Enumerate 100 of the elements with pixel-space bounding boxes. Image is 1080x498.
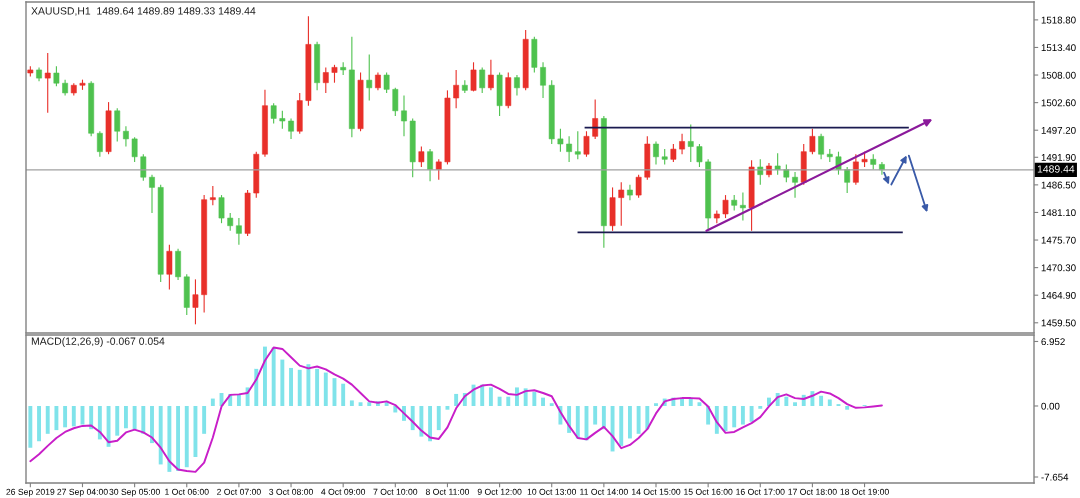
bar xyxy=(793,402,797,406)
bar xyxy=(654,403,658,406)
candlestick xyxy=(279,110,286,130)
candlestick xyxy=(192,278,199,325)
candlestick xyxy=(27,65,34,78)
candlestick xyxy=(470,61,477,92)
candlestick xyxy=(140,153,147,182)
bar xyxy=(532,392,537,406)
ref-line-label: 1489.44 xyxy=(1037,165,1075,173)
x-tick-label: 11 Oct 14:00 xyxy=(580,488,628,495)
candlestick xyxy=(713,209,720,224)
bar xyxy=(541,397,545,406)
y-tick-label: 1497.20 xyxy=(1041,126,1076,134)
bar xyxy=(419,405,424,437)
bar xyxy=(497,396,502,406)
x-tick-label: 1 Oct 06:00 xyxy=(165,488,209,495)
candlestick xyxy=(114,107,121,143)
bar xyxy=(150,405,154,444)
chart-title: XAUUSD,H1 1489.64 1489.89 1489.33 1489.44 xyxy=(31,7,256,16)
candlestick xyxy=(209,185,216,206)
chart-title: MACD(12,26,9) -0.067 0.054 xyxy=(31,337,165,347)
bar xyxy=(758,405,763,409)
bar xyxy=(506,396,511,406)
candlestick xyxy=(618,181,625,227)
candlestick xyxy=(757,158,764,186)
y-tick-label: 1491.90 xyxy=(1041,154,1076,161)
candlestick xyxy=(383,71,390,94)
bar xyxy=(280,359,285,406)
y-tick-label: 1486.50 xyxy=(1041,181,1076,189)
candlestick xyxy=(574,130,581,160)
bar xyxy=(636,405,641,434)
y-tick-label: 1502.60 xyxy=(1041,99,1076,107)
bar xyxy=(610,405,615,452)
bar xyxy=(732,405,737,428)
candlestick xyxy=(609,186,616,232)
candlestick xyxy=(392,87,399,117)
x-tick-label: 27 Sep 04:00 xyxy=(57,488,108,497)
bar xyxy=(132,405,137,430)
bar xyxy=(271,347,276,406)
x-tick-label: 10 Oct 13:00 xyxy=(527,488,577,495)
bar xyxy=(436,405,441,431)
candlestick xyxy=(722,194,729,219)
bar xyxy=(158,405,163,465)
x-tick-label: 30 Sep 05:00 xyxy=(109,488,160,497)
candlestick xyxy=(461,79,468,94)
bar xyxy=(488,387,493,406)
bar xyxy=(480,384,485,406)
candlestick xyxy=(444,89,451,165)
candlestick xyxy=(670,143,677,163)
candlestick xyxy=(357,71,364,132)
bar xyxy=(115,405,120,436)
candlestick xyxy=(244,189,251,237)
x-tick-label: 9 Oct 12:00 xyxy=(477,488,522,495)
bar xyxy=(71,405,76,427)
bar xyxy=(97,405,102,440)
bar xyxy=(289,367,293,406)
line-series xyxy=(29,346,883,473)
bar xyxy=(349,400,354,406)
candlestick xyxy=(635,174,642,199)
y-tick-label: 1513.40 xyxy=(1041,44,1076,52)
candlestick xyxy=(79,79,86,91)
candlestick xyxy=(418,146,425,168)
bar xyxy=(167,405,172,472)
y-tick-label: 1464.90 xyxy=(1041,291,1076,299)
bar xyxy=(63,405,68,428)
bar xyxy=(315,368,320,406)
y-tick-label: 1508.00 xyxy=(1041,71,1076,79)
bar xyxy=(184,405,189,468)
bar xyxy=(106,405,111,447)
candlestick xyxy=(270,102,277,125)
bar xyxy=(827,399,832,406)
y-tick-label: 1470.30 xyxy=(1041,264,1076,272)
candlestick xyxy=(157,184,164,283)
candlestick xyxy=(748,159,755,232)
bar xyxy=(37,405,41,442)
bar xyxy=(341,383,346,406)
bar xyxy=(445,405,450,410)
candlestick xyxy=(340,61,347,76)
candlestick xyxy=(687,124,694,163)
candlestick xyxy=(131,136,138,163)
x-tick-label: 16 Oct 17:00 xyxy=(736,488,785,495)
bar xyxy=(749,405,754,422)
bar xyxy=(323,372,328,406)
bar xyxy=(428,405,433,442)
bar xyxy=(45,405,50,434)
candlestick xyxy=(227,212,234,232)
candlestick xyxy=(496,71,503,117)
bar xyxy=(601,405,606,430)
candlestick xyxy=(166,244,173,291)
bar xyxy=(141,405,146,434)
x-tick-label: 3 Oct 08:00 xyxy=(269,488,313,495)
y-tick-label: 6.952 xyxy=(1041,338,1065,346)
bar xyxy=(819,395,824,406)
bar xyxy=(54,405,59,431)
bar xyxy=(454,393,459,406)
bar xyxy=(740,405,745,425)
x-tick-label: 15 Oct 16:00 xyxy=(684,488,733,495)
y-tick-label: 0.00 xyxy=(1041,402,1060,410)
candlestick xyxy=(305,15,312,107)
bar xyxy=(297,369,302,406)
